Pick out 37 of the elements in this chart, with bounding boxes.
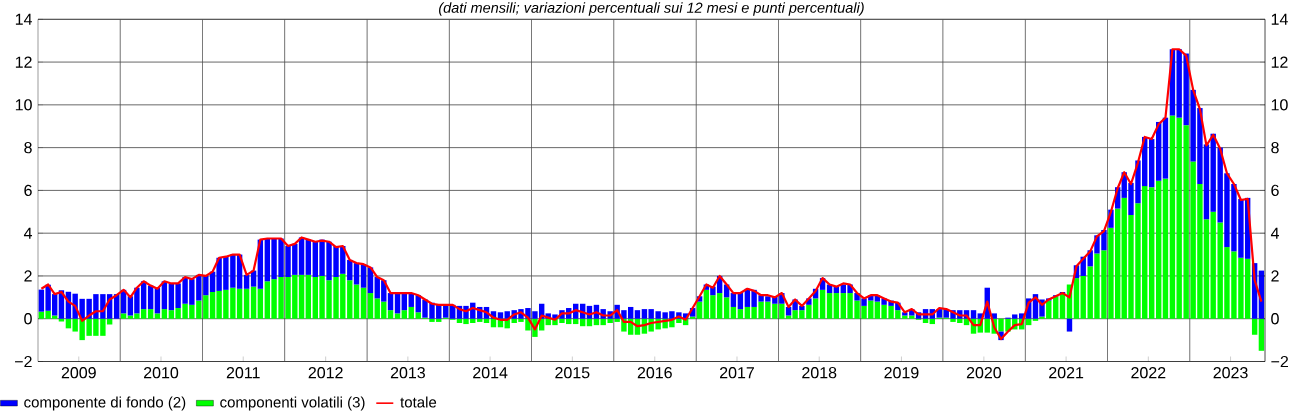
x-tick-label: 2021 — [1049, 367, 1084, 379]
y2-tick-label: 10 — [15, 99, 32, 111]
x-tick-label: 2009 — [61, 367, 96, 379]
y-tick-label: −2 — [1271, 355, 1288, 368]
x-tick-label: 2016 — [637, 367, 672, 379]
y-tick-label: 8 — [1271, 141, 1279, 154]
x-tick-label: 2019 — [884, 367, 919, 379]
y2-tick-label: 8 — [24, 141, 32, 154]
y-tick-label: 14 — [1271, 13, 1288, 25]
y-tick-label: 6 — [1271, 184, 1279, 197]
y2-tick-label: 2 — [24, 270, 32, 282]
x-tick-label: 2017 — [720, 367, 754, 379]
y2-tick-label: 14 — [15, 13, 33, 25]
y-tick-label: 2 — [1271, 270, 1279, 282]
x-tick-label: 2013 — [390, 367, 425, 379]
chart-subtitle: (dati mensili; variazioni percentuali sui 12 mesi e punti percentuali) — [439, 2, 864, 16]
x-tick-label: 2018 — [802, 367, 837, 379]
y2-tick-label: 12 — [15, 56, 32, 68]
y2-tick-label: 0 — [24, 313, 32, 325]
y-tick-label: 0 — [1271, 313, 1279, 325]
y-tick-label: 10 — [1271, 99, 1288, 111]
x-tick-label: 2022 — [1131, 367, 1166, 379]
legend-label: componenti volatili (3) — [220, 396, 365, 411]
x-tick-label: 2014 — [473, 367, 508, 379]
legend-label: totale — [400, 396, 437, 408]
x-tick-label: 2020 — [966, 367, 1002, 379]
x-tick-label: 2012 — [308, 367, 343, 379]
x-tick-label: 2015 — [555, 367, 590, 379]
x-tick-label: 2023 — [1213, 367, 1248, 379]
x-tick-label: 2011 — [226, 367, 260, 379]
y-tick-label: 12 — [1271, 56, 1288, 68]
y-tick-label: 4 — [1270, 227, 1279, 239]
x-tick-label: 2010 — [144, 367, 179, 379]
y2-tick-label: −2 — [15, 355, 32, 368]
y2-tick-label: 4 — [23, 227, 33, 239]
y2-tick-label: 6 — [24, 184, 32, 197]
legend-label: componente di fondo (2) — [24, 396, 186, 411]
